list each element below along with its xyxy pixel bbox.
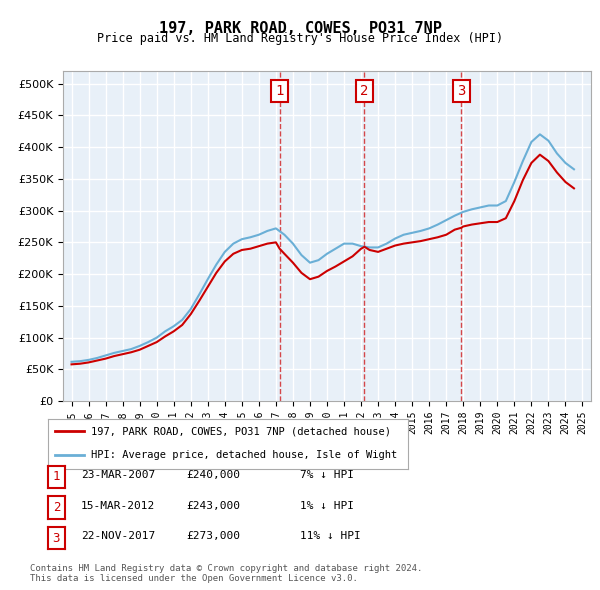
Text: 1% ↓ HPI: 1% ↓ HPI xyxy=(300,501,354,510)
Text: £273,000: £273,000 xyxy=(186,532,240,541)
Text: 3: 3 xyxy=(53,532,60,545)
Text: 1: 1 xyxy=(275,84,284,98)
Text: 23-MAR-2007: 23-MAR-2007 xyxy=(81,470,155,480)
Text: 2: 2 xyxy=(360,84,368,98)
Text: 7% ↓ HPI: 7% ↓ HPI xyxy=(300,470,354,480)
Text: Price paid vs. HM Land Registry's House Price Index (HPI): Price paid vs. HM Land Registry's House … xyxy=(97,32,503,45)
Text: 197, PARK ROAD, COWES, PO31 7NP (detached house): 197, PARK ROAD, COWES, PO31 7NP (detache… xyxy=(91,427,391,437)
Text: 22-NOV-2017: 22-NOV-2017 xyxy=(81,532,155,541)
Text: 2: 2 xyxy=(53,501,60,514)
Text: Contains HM Land Registry data © Crown copyright and database right 2024.
This d: Contains HM Land Registry data © Crown c… xyxy=(30,563,422,583)
Text: 15-MAR-2012: 15-MAR-2012 xyxy=(81,501,155,510)
Text: £240,000: £240,000 xyxy=(186,470,240,480)
Text: 3: 3 xyxy=(457,84,466,98)
Text: HPI: Average price, detached house, Isle of Wight: HPI: Average price, detached house, Isle… xyxy=(91,450,397,460)
Text: 1: 1 xyxy=(53,470,60,483)
Text: 11% ↓ HPI: 11% ↓ HPI xyxy=(300,532,361,541)
Text: £243,000: £243,000 xyxy=(186,501,240,510)
Text: 197, PARK ROAD, COWES, PO31 7NP: 197, PARK ROAD, COWES, PO31 7NP xyxy=(158,21,442,35)
